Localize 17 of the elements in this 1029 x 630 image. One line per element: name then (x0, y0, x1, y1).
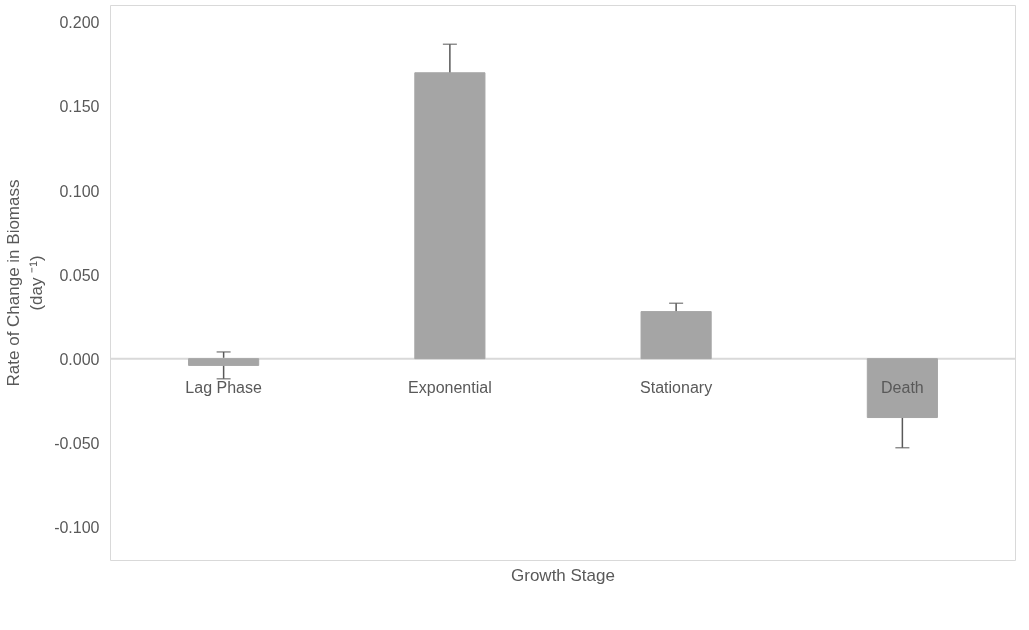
bar (414, 72, 486, 360)
x-tick-label: Exponential (408, 378, 492, 396)
y-tick-label: 0.000 (59, 350, 100, 368)
y-tick-label: 0.100 (59, 182, 100, 200)
y-tick-label: 0.200 (59, 14, 100, 32)
bar (188, 358, 260, 366)
bar (866, 358, 938, 419)
x-tick-label: Death (881, 378, 924, 396)
x-tick-label: Lag Phase (185, 378, 262, 396)
y-tick-label: 0.050 (59, 266, 100, 284)
x-tick-label: Stationary (640, 378, 713, 396)
x-axis-title: Growth Stage (511, 565, 615, 585)
y-tick-label: -0.100 (54, 518, 100, 536)
y-axis-title: Rate of Change in Biomass (day ⁻¹) (4, 179, 47, 387)
y-tick-label: 0.150 (59, 98, 100, 116)
bar (640, 311, 712, 360)
y-tick-label: -0.050 (54, 434, 100, 452)
